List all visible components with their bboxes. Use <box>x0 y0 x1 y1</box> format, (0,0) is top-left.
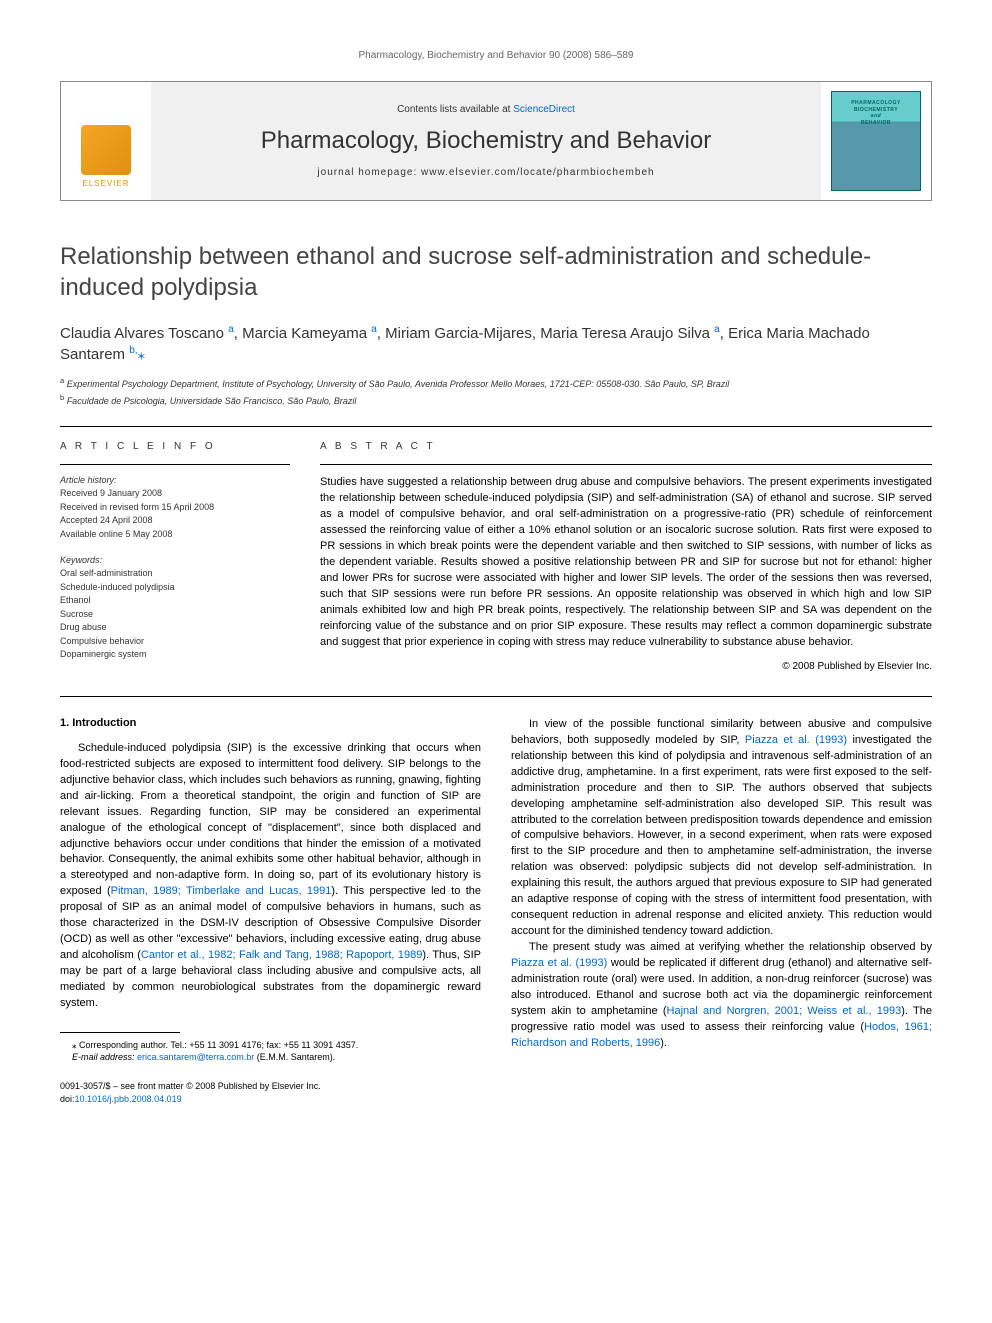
corresponding-email-link[interactable]: erica.santarem@terra.com.br <box>137 1052 254 1062</box>
author-list: Claudia Alvares Toscano a, Marcia Kameya… <box>60 323 932 365</box>
body-column-left: 1. Introduction Schedule-induced polydip… <box>60 717 481 1105</box>
elsevier-tree-icon <box>81 125 131 175</box>
elsevier-label: ELSEVIER <box>82 179 129 188</box>
section-1-heading: 1. Introduction <box>60 717 481 729</box>
article-history: Article history: Received 9 January 2008… <box>60 475 290 541</box>
doi-link[interactable]: 10.1016/j.pbb.2008.04.019 <box>75 1094 182 1104</box>
running-header: Pharmacology, Biochemistry and Behavior … <box>60 50 932 61</box>
keyword: Oral self-administration <box>60 567 290 581</box>
accepted-date: Accepted 24 April 2008 <box>60 514 290 528</box>
online-date: Available online 5 May 2008 <box>60 528 290 542</box>
affiliations: a Experimental Psychology Department, In… <box>60 375 932 408</box>
keyword: Drug abuse <box>60 621 290 635</box>
journal-name: Pharmacology, Biochemistry and Behavior <box>261 127 711 155</box>
journal-cover-block: PHARMACOLOGY BIOCHEMISTRY and BEHAVIOR <box>821 82 931 200</box>
footer-block: 0091-3057/$ – see front matter © 2008 Pu… <box>60 1080 481 1105</box>
sciencedirect-link[interactable]: ScienceDirect <box>513 104 575 115</box>
email-name: (E.M.M. Santarem). <box>257 1052 336 1062</box>
journal-masthead: ELSEVIER Contents lists available at Sci… <box>60 81 932 201</box>
abstract-column: A B S T R A C T Studies have suggested a… <box>320 441 932 676</box>
body-columns: 1. Introduction Schedule-induced polydip… <box>60 717 932 1105</box>
abstract-text: Studies have suggested a relationship be… <box>320 475 932 650</box>
affiliation-b: b Faculdade de Psicologia, Universidade … <box>60 392 932 409</box>
cover-title: PHARMACOLOGY BIOCHEMISTRY and BEHAVIOR <box>851 100 901 126</box>
divider <box>60 426 932 427</box>
body-paragraph: In view of the possible functional simil… <box>511 717 932 940</box>
keyword: Compulsive behavior <box>60 635 290 649</box>
keywords-block: Keywords: Oral self-administration Sched… <box>60 555 290 662</box>
body-paragraph: Schedule-induced polydipsia (SIP) is the… <box>60 741 481 1012</box>
homepage-prefix: journal homepage: <box>317 167 421 178</box>
history-label: Article history: <box>60 475 290 485</box>
body-paragraph: The present study was aimed at verifying… <box>511 940 932 1052</box>
footnote-rule <box>60 1032 180 1033</box>
revised-date: Received in revised form 15 April 2008 <box>60 501 290 515</box>
journal-cover: PHARMACOLOGY BIOCHEMISTRY and BEHAVIOR <box>831 91 921 191</box>
keywords-label: Keywords: <box>60 555 290 565</box>
divider <box>320 464 932 465</box>
email-footnote: E-mail address: erica.santarem@terra.com… <box>60 1051 481 1064</box>
front-matter-line: 0091-3057/$ – see front matter © 2008 Pu… <box>60 1080 481 1093</box>
keyword: Dopaminergic system <box>60 648 290 662</box>
corresponding-author-footnote: ⁎ Corresponding author. Tel.: +55 11 309… <box>60 1039 481 1052</box>
keyword: Schedule-induced polydipsia <box>60 581 290 595</box>
elsevier-logo: ELSEVIER <box>71 116 141 196</box>
abstract-heading: A B S T R A C T <box>320 441 932 452</box>
divider <box>60 464 290 465</box>
abstract-copyright: © 2008 Published by Elsevier Inc. <box>320 661 932 672</box>
body-column-right: In view of the possible functional simil… <box>511 717 932 1105</box>
affiliation-a: a Experimental Psychology Department, In… <box>60 375 932 392</box>
received-date: Received 9 January 2008 <box>60 487 290 501</box>
journal-homepage: journal homepage: www.elsevier.com/locat… <box>317 167 654 178</box>
masthead-center: Contents lists available at ScienceDirec… <box>151 82 821 200</box>
keyword: Sucrose <box>60 608 290 622</box>
email-label: E-mail address: <box>72 1052 135 1062</box>
doi-line: doi:10.1016/j.pbb.2008.04.019 <box>60 1093 481 1106</box>
contents-prefix: Contents lists available at <box>397 104 513 115</box>
divider <box>60 696 932 697</box>
homepage-url: www.elsevier.com/locate/pharmbiochembeh <box>421 167 655 178</box>
article-info-sidebar: A R T I C L E I N F O Article history: R… <box>60 441 290 676</box>
contents-line: Contents lists available at ScienceDirec… <box>397 104 575 115</box>
article-title: Relationship between ethanol and sucrose… <box>60 241 932 303</box>
keyword: Ethanol <box>60 594 290 608</box>
publisher-logo-block: ELSEVIER <box>61 82 151 200</box>
article-info-heading: A R T I C L E I N F O <box>60 441 290 452</box>
